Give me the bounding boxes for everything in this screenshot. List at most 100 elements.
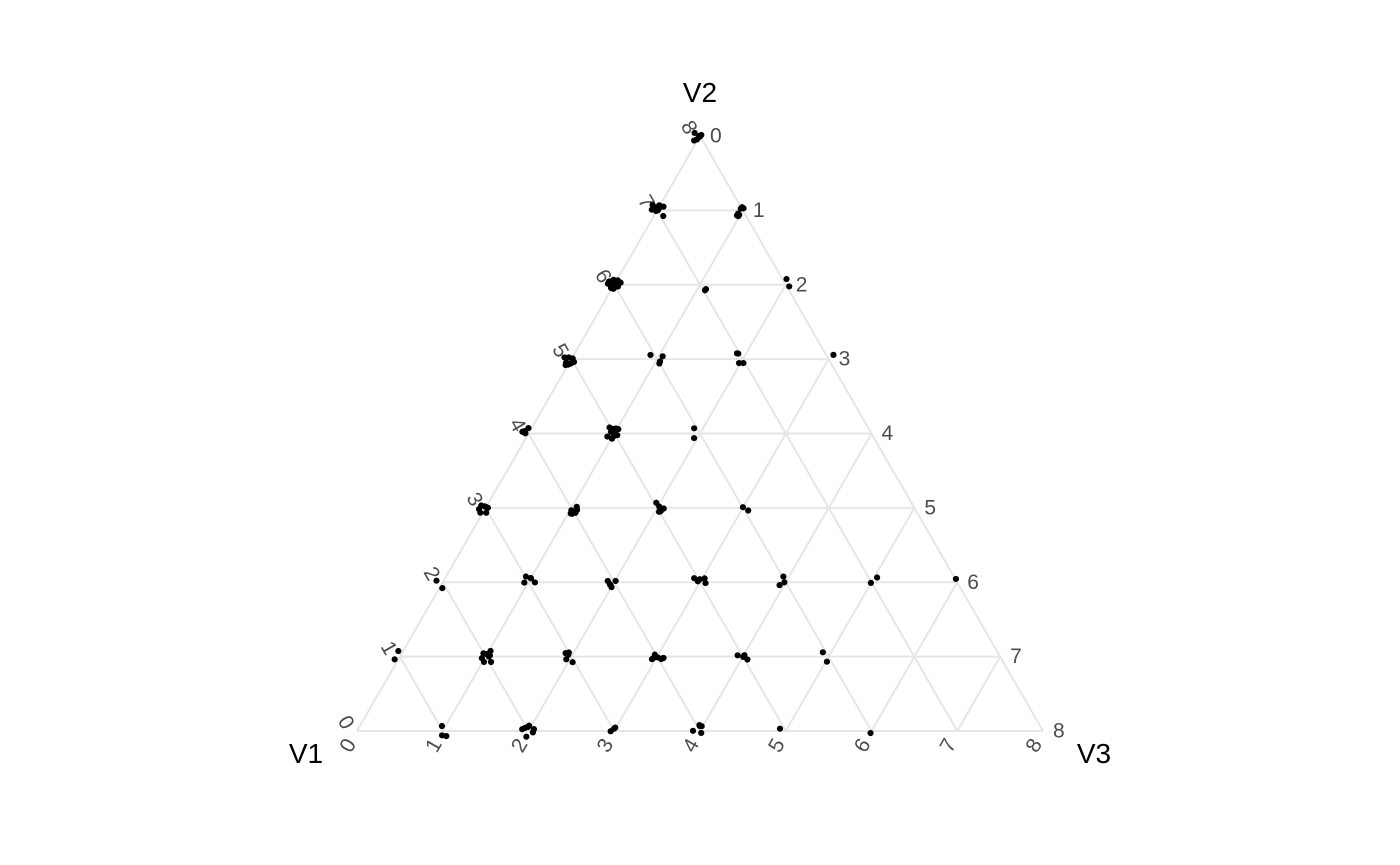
grid-line-v3-1 [441,209,744,732]
data-point [395,647,402,655]
grid-line-v3-5 [784,507,916,732]
data-point [487,647,494,655]
data-point [563,359,570,366]
axis-title-v2: V2 [683,77,717,108]
data-point [698,723,705,730]
tick-label-bottom: 6 [850,735,876,757]
data-point [648,656,656,663]
data-point [607,278,615,285]
data-point [783,275,790,283]
data-point [698,729,705,737]
data-point [736,211,743,219]
data-point [647,351,654,359]
data-point [567,360,574,367]
data-point [569,659,576,666]
data-point [693,136,701,143]
data-point [741,652,748,659]
data-point [823,658,831,665]
tick-label-right: 6 [967,571,979,594]
tick-label-bottom: 5 [764,735,790,757]
data-point [608,435,616,442]
data-point [521,579,528,586]
data-point [702,285,710,293]
data-point [527,575,535,582]
data-point [484,504,491,511]
data-point [745,507,752,514]
data-point [612,724,619,731]
grid-line-v3-7 [956,656,1001,732]
tick-label-right: 3 [839,348,851,371]
data-point [691,575,698,582]
data-point [735,359,743,367]
data-point [433,577,440,584]
data-point [529,729,537,736]
data-point [660,212,667,220]
data-point [786,283,793,290]
data-point [659,353,666,360]
grid-layer [356,135,1044,732]
axis-title-v3: V3 [1077,738,1111,769]
tick-label-bottom: 7 [936,735,962,757]
data-point [521,427,528,435]
data-point [519,726,526,733]
data-point [733,350,741,357]
data-point [874,574,881,581]
tick-label-right: 1 [753,199,765,222]
data-point [487,658,495,666]
data-point [438,722,446,730]
tick-label-bottom: 0 [335,735,361,757]
data-point [701,575,708,582]
data-point [734,652,741,659]
tick-label-right: 5 [924,496,936,519]
data-point [438,732,446,739]
data-point [614,277,621,284]
data-point [523,733,530,740]
data-point [568,510,576,517]
data-point [607,728,614,735]
data-point [522,573,530,580]
data-point [486,652,493,659]
tick-label-bottom: 4 [678,734,704,756]
data-point [608,584,615,591]
data-point [660,654,667,662]
grid-line-v1-3 [570,358,787,732]
data-point [691,425,698,432]
data-point [702,579,709,587]
data-point [698,131,705,139]
data-point [607,284,615,292]
data-point [391,656,398,663]
data-point [480,650,487,657]
data-point [737,205,744,212]
data-point [656,503,663,510]
data-point [656,360,663,367]
data-point [477,509,484,516]
grid-line-v1-7 [399,656,444,732]
data-point [483,509,490,516]
data-point [657,508,664,515]
axis-title-v1: V1 [289,738,323,769]
data-point [480,658,488,666]
data-point [531,579,539,586]
data-point [867,729,874,737]
tick-label-right: 8 [1053,720,1065,743]
grid-line-v1-5 [484,507,616,732]
data-point [561,354,568,361]
data-point [604,433,611,440]
data-point [524,723,532,730]
data-point [691,129,698,137]
grid-line-v1-1 [656,209,959,732]
tick-label-right: 4 [882,422,894,445]
point-layer [391,129,960,740]
data-point [819,649,826,656]
data-point [656,204,663,211]
data-point [781,579,788,586]
tick-label-right: 7 [1010,645,1022,668]
data-point [780,573,787,580]
data-point [739,504,747,511]
tick-label-left: 2 [419,563,445,585]
data-point [696,576,703,583]
grid-line-v3-6 [870,581,959,732]
tick-label-bottom: 3 [593,735,619,757]
data-point [573,503,580,510]
data-point [612,577,619,585]
